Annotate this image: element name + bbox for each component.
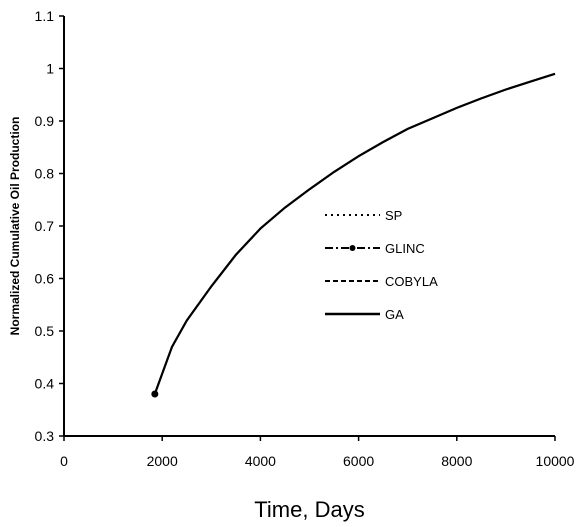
y-axis-title: Normalized Cumulative Oil Production xyxy=(8,117,22,336)
series-line-glinc xyxy=(154,73,556,395)
x-tick-label: 0 xyxy=(60,453,68,469)
y-tick-label: 0.5 xyxy=(35,323,55,339)
y-ticks: 0.3 0.4 0.5 0.6 0.7 0.8 0.9 1 1.1 xyxy=(35,8,64,444)
y-tick-label: 0.6 xyxy=(35,271,55,287)
legend-label-glinc: GLINC xyxy=(385,241,425,256)
legend-marker-glinc xyxy=(349,245,356,251)
x-tick-label: 6000 xyxy=(343,453,374,469)
legend: SP GLINC COBYLA GA xyxy=(325,208,438,322)
plot-area: 0 2000 4000 6000 8000 10000 0.30.40.50.60.70.… xyxy=(35,8,575,469)
y-tick-label: 0.7 xyxy=(35,218,55,234)
legend-label-ga: GA xyxy=(385,307,404,322)
series-line-sp xyxy=(154,73,556,395)
x-ticks: 0 2000 4000 6000 8000 10000 xyxy=(60,436,575,469)
x-tick-label: 2000 xyxy=(147,453,178,469)
x-tick-label: 4000 xyxy=(245,453,276,469)
legend-label-cobyla: COBYLA xyxy=(385,274,438,289)
y-tick-label: 0.4 xyxy=(35,376,55,392)
x-tick-label: 10000 xyxy=(536,453,575,469)
series-start-point xyxy=(151,390,159,398)
series-line-cobyla xyxy=(154,73,556,395)
x-tick-label: 8000 xyxy=(441,453,472,469)
legend-label-sp: SP xyxy=(385,208,402,223)
x-axis-title: Time, Days xyxy=(254,497,364,522)
y-tick-label: 1.1 xyxy=(35,8,55,24)
series-layer xyxy=(151,72,556,398)
y-tick-label: 1 xyxy=(46,61,54,77)
y-tick-label: 0.3 xyxy=(35,428,55,444)
series-line-ga xyxy=(153,72,556,395)
y-tick-label: 0.9 xyxy=(35,113,55,129)
y-tick-label: 0.8 xyxy=(35,166,55,182)
